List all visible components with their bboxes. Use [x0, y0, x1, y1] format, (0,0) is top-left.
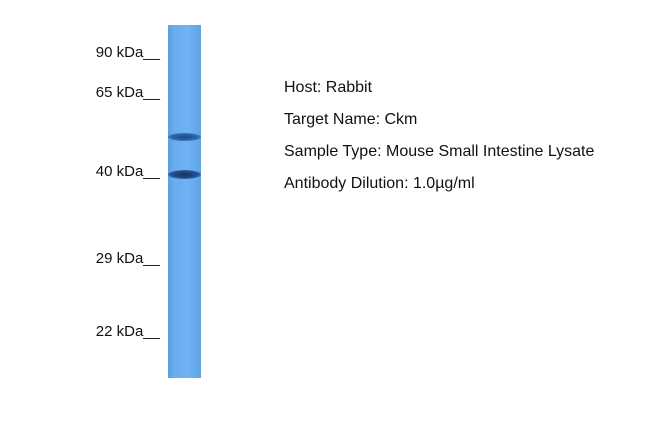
- marker-label-40: 40 kDa__: [95, 163, 160, 180]
- antibody-dilution-text: Antibody Dilution: 1.0µg/ml: [284, 175, 475, 192]
- marker-label-22: 22 kDa__: [95, 323, 160, 340]
- band-upper: [168, 133, 201, 141]
- host-text: Host: Rabbit: [284, 79, 373, 96]
- marker-label-29: 29 kDa__: [95, 250, 160, 267]
- marker-label-90: 90 kDa__: [95, 44, 160, 61]
- target-name-text: Target Name: Ckm: [284, 111, 418, 128]
- blot-lane: [168, 25, 201, 378]
- band-lower: [168, 170, 201, 179]
- sample-type-text: Sample Type: Mouse Small Intestine Lysat…: [284, 143, 595, 160]
- marker-label-65: 65 kDa__: [95, 84, 160, 101]
